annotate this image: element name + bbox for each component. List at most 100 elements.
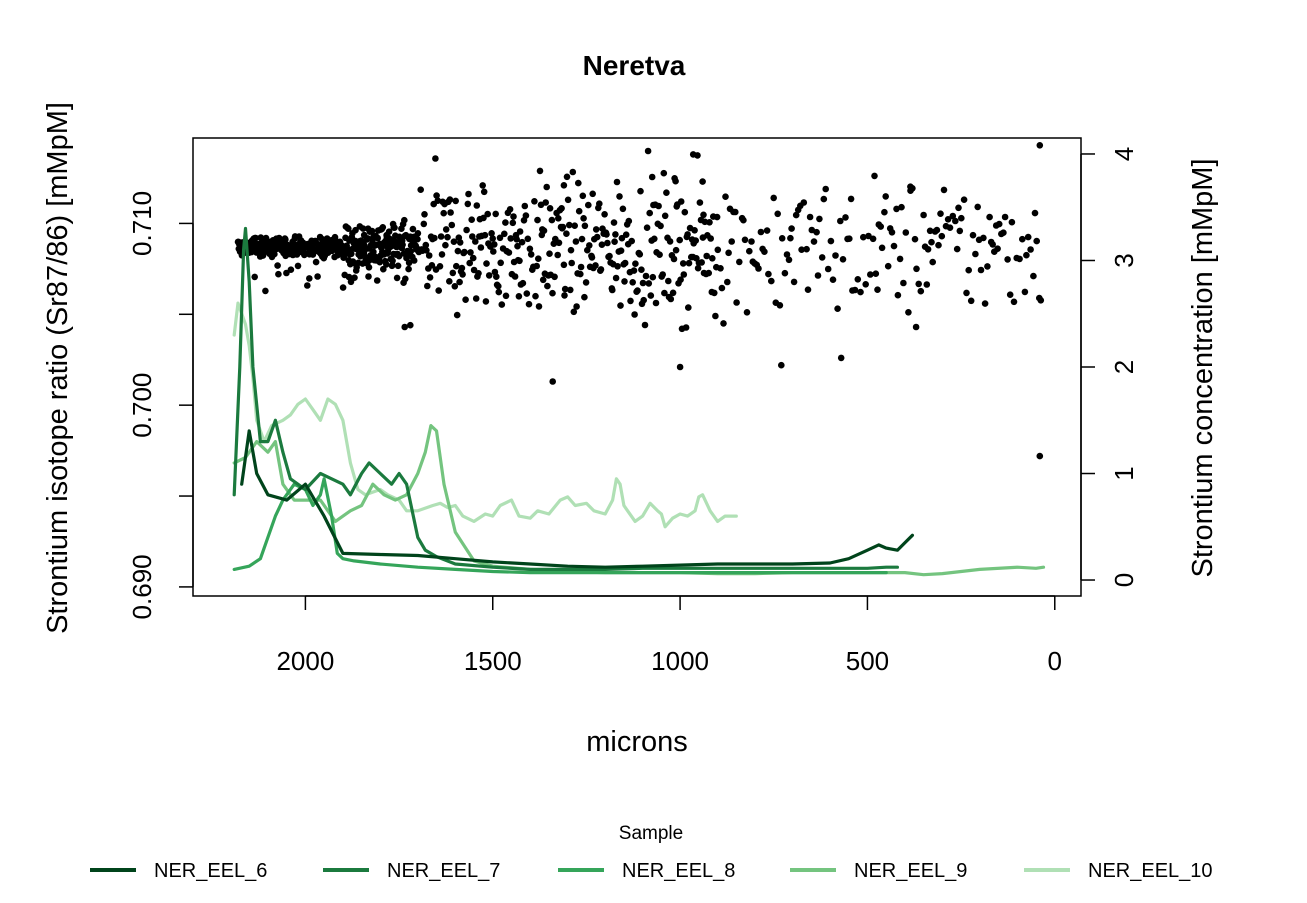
x-axis: 2000 1500 1000 500 0 <box>276 595 1062 676</box>
scatter-point <box>314 273 321 280</box>
scatter-point <box>834 305 841 313</box>
scatter-point <box>612 274 620 282</box>
scatter-point <box>509 219 517 227</box>
scatter-point <box>824 265 832 273</box>
scatter-point <box>718 284 726 292</box>
scatter-point <box>405 259 413 267</box>
scatter-point <box>672 246 680 254</box>
scatter-point <box>275 270 282 278</box>
scatter-point <box>770 194 777 202</box>
scatter-point <box>497 259 505 267</box>
scatter-point <box>857 288 864 296</box>
scatter-point <box>649 273 657 281</box>
scatter-point <box>516 257 523 265</box>
scatter-point <box>672 177 679 185</box>
scatter-point <box>980 234 987 242</box>
scatter-point <box>414 235 421 243</box>
y-right-tick-label: 1 <box>1109 466 1139 480</box>
scatter-point <box>847 195 855 203</box>
scatter-point <box>898 203 905 211</box>
scatter-point <box>450 238 458 245</box>
scatter-point <box>994 245 1001 252</box>
scatter-point <box>617 302 624 309</box>
scatter-point <box>949 212 957 220</box>
scatter-point <box>938 232 946 240</box>
scatter-point <box>660 169 668 177</box>
x-tick-label: 1500 <box>464 646 522 676</box>
scatter-point <box>612 231 619 238</box>
scatter-point <box>577 270 584 278</box>
scatter-point <box>492 210 500 218</box>
scatter-point <box>1036 452 1044 460</box>
scatter-point <box>659 271 666 278</box>
scatter-point <box>685 304 692 311</box>
scatter-point <box>483 260 490 267</box>
scatter-point <box>549 289 556 297</box>
scatter-point <box>915 280 922 288</box>
scatter-point <box>952 217 959 225</box>
scatter-point <box>682 324 690 331</box>
scatter-point <box>1001 213 1009 221</box>
scatter-point <box>461 248 468 256</box>
scatter-point <box>485 272 493 279</box>
scatter-point <box>472 238 479 245</box>
scatter-point <box>929 258 936 266</box>
scatter-point <box>621 259 629 267</box>
scatter-point <box>294 262 302 270</box>
scatter-point <box>365 264 373 271</box>
scatter-point <box>535 303 543 310</box>
scatter-point <box>720 320 727 327</box>
scatter-point <box>453 262 460 270</box>
scatter-point <box>515 293 523 300</box>
scatter-point <box>652 299 660 307</box>
scatter-point <box>505 249 513 256</box>
scatter-point <box>822 185 829 193</box>
scatter-point <box>814 272 822 279</box>
scatter-point <box>506 206 514 213</box>
scatter-point <box>572 238 580 245</box>
scatter-point <box>407 321 414 329</box>
x-axis-label: microns <box>586 726 688 758</box>
scatter-point <box>774 210 781 218</box>
scatter-point <box>560 261 568 269</box>
scatter-point <box>896 255 904 263</box>
scatter-point <box>468 216 476 223</box>
scatter-point <box>728 238 735 245</box>
scatter-point <box>531 198 538 205</box>
scatter-point <box>984 263 991 270</box>
scatter-point <box>501 230 508 238</box>
scatter-point <box>422 241 430 249</box>
scatter-point <box>709 254 716 262</box>
scatter-point <box>867 271 874 278</box>
scatter-point <box>746 247 753 255</box>
scatter-point <box>924 246 932 253</box>
scatter-point <box>1023 251 1030 259</box>
scatter-point <box>454 247 462 255</box>
scatter-point <box>495 282 502 290</box>
scatter-point <box>900 279 907 287</box>
scatter-point <box>348 250 355 258</box>
scatter-point <box>507 235 514 242</box>
scatter-point <box>958 214 965 222</box>
x-tick-label: 1000 <box>651 646 709 676</box>
scatter-point <box>955 204 962 212</box>
scatter-point <box>711 289 718 297</box>
scatter-point <box>645 280 653 287</box>
scatter-point <box>616 193 623 200</box>
scatter-point <box>514 242 521 250</box>
scatter-point <box>933 226 941 234</box>
scatter-point <box>732 208 739 216</box>
scatter-point <box>522 212 530 219</box>
scatter-point <box>402 275 409 283</box>
scatter-point <box>446 196 454 203</box>
scatter-point <box>498 301 506 308</box>
scatter-point <box>609 286 616 294</box>
scatter-point <box>648 173 656 181</box>
scatter-point <box>374 234 382 242</box>
scatter-point <box>707 235 714 242</box>
scatter-point <box>527 251 535 258</box>
scatter-point <box>651 235 658 243</box>
scatter-point <box>480 188 488 196</box>
scatter-point <box>518 238 526 246</box>
scatter-point <box>1027 246 1034 253</box>
